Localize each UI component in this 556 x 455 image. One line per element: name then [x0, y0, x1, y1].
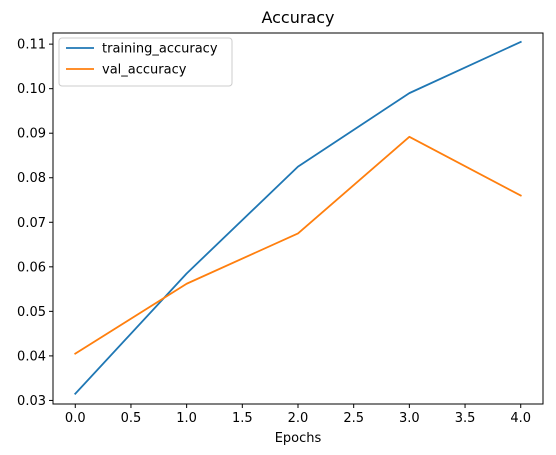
x-tick-label: 2.0 — [288, 411, 309, 426]
x-tick-label: 1.5 — [232, 411, 253, 426]
y-tick-label: 0.06 — [17, 260, 46, 275]
series-line-training-accuracy — [73, 40, 522, 396]
x-tick-label: 2.5 — [343, 411, 364, 426]
x-tick-label: 0.5 — [121, 411, 142, 426]
series-line-val-accuracy — [74, 135, 522, 355]
legend-label-val-accuracy: val_accuracy — [102, 63, 187, 78]
chart-title: Accuracy — [261, 8, 334, 27]
legend: training_accuracy val_accuracy — [58, 37, 233, 87]
y-tick-label: 0.07 — [17, 216, 46, 231]
x-tick-label: 4.0 — [510, 411, 531, 426]
y-tick-label: 0.04 — [17, 349, 46, 364]
x-tick-label: 3.5 — [455, 411, 476, 426]
x-axis: 0.0 0.5 1.0 1.5 2.0 2.5 3.0 3.5 4.0 — [65, 404, 531, 426]
x-axis-title: Epochs — [275, 431, 322, 446]
x-tick-label: 1.0 — [176, 411, 197, 426]
y-tick-label: 0.03 — [17, 394, 46, 409]
y-tick-label: 0.05 — [17, 305, 46, 320]
y-tick-label: 0.10 — [17, 82, 46, 97]
plot-frame — [52, 32, 544, 405]
legend-box — [58, 37, 233, 87]
x-tick-label: 0.0 — [65, 411, 86, 426]
y-tick-label: 0.09 — [17, 127, 46, 142]
x-tick-label: 3.0 — [399, 411, 420, 426]
y-axis: 0.03 0.04 0.05 0.06 0.07 0.08 0.09 0.10 0.11 — [17, 38, 53, 409]
series-lines — [73, 40, 522, 396]
y-tick-label: 0.11 — [17, 38, 46, 53]
legend-label-training-accuracy: training_accuracy — [102, 42, 218, 57]
y-tick-label: 0.08 — [17, 171, 46, 186]
